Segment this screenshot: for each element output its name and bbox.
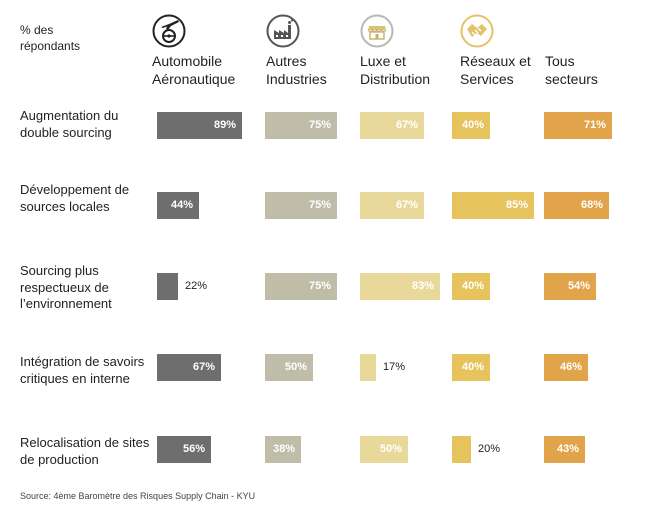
bar-tous-secteurs-row-3 xyxy=(544,273,596,300)
column-header-line: secteurs xyxy=(545,71,598,87)
bar-value-label: 71% xyxy=(583,119,606,131)
bar-luxe-et-distribution-row-4 xyxy=(360,354,376,381)
store-icon xyxy=(360,14,394,48)
column-header-tous-secteurs: Tous secteurs xyxy=(545,52,598,88)
bar-autres-industries-row-2 xyxy=(265,192,337,219)
bar-value-label: 54% xyxy=(567,280,590,292)
column-header-line: Aéronautique xyxy=(152,71,236,87)
bar-tous-secteurs-row-1 xyxy=(544,112,612,139)
bar-value-label: 75% xyxy=(308,199,331,211)
bar-value-label: 43% xyxy=(556,443,579,455)
row-label-line: critiques en interne xyxy=(20,370,130,386)
row-label-line: respectueux de xyxy=(20,279,109,295)
row-label-line: Développement de xyxy=(20,182,130,197)
bar-value-label: 56% xyxy=(182,443,205,455)
bar-value-label: 83% xyxy=(411,280,434,292)
bar-value-label: 50% xyxy=(284,361,307,373)
bar-reseaux-et-services-row-3 xyxy=(452,273,490,300)
row-label-line: l’environnement xyxy=(20,296,112,311)
row-label-relocalisation: Relocalisation de sites de production xyxy=(20,435,149,468)
row-label-line: sources locales xyxy=(20,198,110,214)
row-label-line: de production xyxy=(20,451,99,467)
bar-value-label: 75% xyxy=(308,280,331,292)
bar-reseaux-et-services-row-5 xyxy=(452,436,471,463)
bar-autres-industries-row-4 xyxy=(265,354,313,381)
row-label-line: Relocalisation de sites xyxy=(20,435,150,450)
bar-reseaux-et-services-row-4 xyxy=(452,354,490,381)
bar-value-label: 67% xyxy=(395,119,418,131)
bar-automobile-aeronautique-row-2 xyxy=(157,192,199,219)
bar-value-label: 89% xyxy=(213,119,236,131)
bar-autres-industries-row-5 xyxy=(265,436,301,463)
column-header-line: Services xyxy=(460,71,514,87)
row-label-line: Intégration de savoirs xyxy=(20,354,145,369)
bar-automobile-aeronautique-row-5 xyxy=(157,436,211,463)
bar-luxe-et-distribution-row-3 xyxy=(360,273,440,300)
bar-tous-secteurs-row-5 xyxy=(544,436,585,463)
row-label-sources-locales: Développement de sources locales xyxy=(20,182,129,215)
bar-automobile-aeronautique-row-4 xyxy=(157,354,221,381)
unit-label-line: répondants xyxy=(20,39,81,53)
unit-label: % des répondants xyxy=(20,22,80,54)
row-label-sourcing-environnement: Sourcing plus respectueux de l’environne… xyxy=(20,263,112,313)
bar-value-label: 17% xyxy=(383,361,406,373)
bar-value-label: 75% xyxy=(308,119,331,131)
bar-reseaux-et-services-row-2 xyxy=(452,192,534,219)
column-header-line: Distribution xyxy=(360,71,431,87)
bar-value-label: 50% xyxy=(379,443,402,455)
row-label-line: Sourcing plus xyxy=(20,263,99,278)
car-plane-icon xyxy=(152,14,186,48)
row-label-double-sourcing: Augmentation du double sourcing xyxy=(20,108,118,141)
column-header-line: Tous xyxy=(545,53,575,69)
bar-value-label: 67% xyxy=(192,361,215,373)
bar-autres-industries-row-1 xyxy=(265,112,337,139)
column-header-line: Automobile xyxy=(152,53,223,69)
bar-value-label: 46% xyxy=(559,361,582,373)
bar-tous-secteurs-row-4 xyxy=(544,354,588,381)
bar-autres-industries-row-3 xyxy=(265,273,337,300)
row-label-savoirs-critiques: Intégration de savoirs critiques en inte… xyxy=(20,354,144,387)
source-note: Source: 4ème Baromètre des Risques Suppl… xyxy=(20,491,256,501)
bar-value-label: 40% xyxy=(461,280,484,292)
column-header-reseaux-services: Réseaux et Services xyxy=(460,52,531,88)
bar-value-label: 85% xyxy=(505,199,528,211)
bar-value-label: 67% xyxy=(395,199,418,211)
column-header-luxe-distribution: Luxe et Distribution xyxy=(360,52,430,88)
bar-value-label: 68% xyxy=(580,199,603,211)
bar-luxe-et-distribution-row-2 xyxy=(360,192,424,219)
bar-value-label: 40% xyxy=(461,119,484,131)
row-label-line: double sourcing xyxy=(20,124,112,140)
bar-automobile-aeronautique-row-1 xyxy=(157,112,242,139)
bar-value-label: 22% xyxy=(185,280,208,292)
column-header-line: Autres xyxy=(266,53,307,69)
column-header-automobile-aeronautique: Automobile Aéronautique xyxy=(152,52,235,88)
bar-value-label: 20% xyxy=(478,443,501,455)
bar-value-label: 38% xyxy=(272,443,295,455)
column-header-autres-industries: Autres Industries xyxy=(266,52,327,88)
bar-luxe-et-distribution-row-1 xyxy=(360,112,424,139)
bar-luxe-et-distribution-row-5 xyxy=(360,436,408,463)
unit-label-line: % des xyxy=(20,23,54,37)
column-header-line: Réseaux et xyxy=(460,53,531,69)
column-header-line: Industries xyxy=(266,71,327,87)
bar-value-label: 44% xyxy=(170,199,193,211)
column-header-line: Luxe et xyxy=(360,53,406,69)
factory-icon xyxy=(266,14,300,48)
bar-automobile-aeronautique-row-3 xyxy=(157,273,178,300)
row-label-line: Augmentation du xyxy=(20,108,119,123)
bar-value-label: 40% xyxy=(461,361,484,373)
bar-reseaux-et-services-row-1 xyxy=(452,112,490,139)
handshake-icon xyxy=(460,14,494,48)
bar-tous-secteurs-row-2 xyxy=(544,192,609,219)
